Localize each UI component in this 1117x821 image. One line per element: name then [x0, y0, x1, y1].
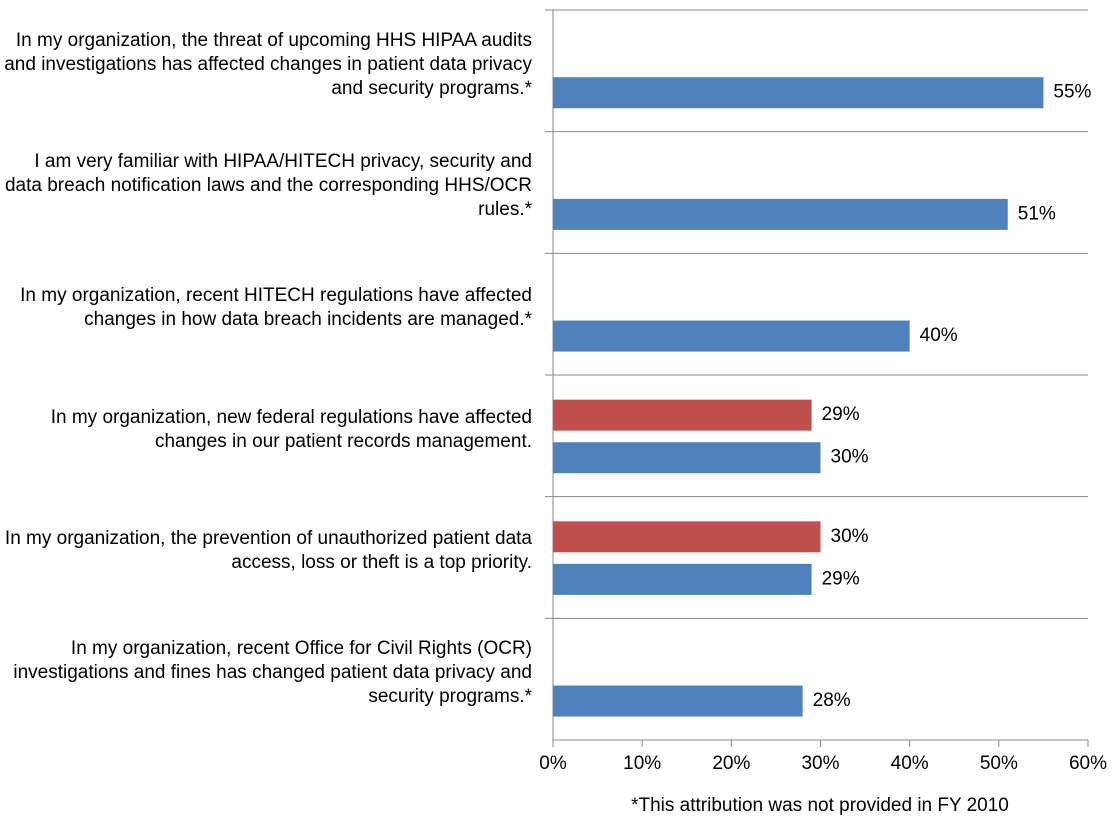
category-label: In my organization, the prevention of un…	[4, 528, 532, 574]
data-label: 30%	[831, 447, 869, 468]
data-label: 30%	[831, 526, 869, 547]
bar	[553, 77, 1044, 109]
category-label: In my organization, recent Office for Ci…	[13, 638, 532, 708]
x-tick-label: 40%	[891, 753, 929, 774]
bar	[553, 198, 1008, 230]
data-label: 28%	[813, 690, 851, 711]
category-label: In my organization, recent HITECH regula…	[20, 285, 532, 331]
category-label: In my organization, new federal regulati…	[50, 406, 532, 452]
x-axis-label: *This attribution was not provided in FY…	[631, 795, 1009, 816]
bar	[553, 685, 803, 717]
data-label: 29%	[822, 568, 860, 589]
x-tick-label: 10%	[623, 753, 661, 774]
x-tick-label: 20%	[712, 753, 750, 774]
data-label: 40%	[920, 325, 958, 346]
bar	[553, 521, 821, 553]
data-label: 29%	[822, 404, 860, 425]
bar	[553, 442, 821, 474]
x-tick-label: 60%	[1069, 753, 1107, 774]
x-tick-label: 0%	[539, 753, 567, 774]
bar	[553, 563, 812, 595]
bar	[553, 320, 910, 352]
bar	[553, 399, 812, 431]
x-tick-label: 50%	[980, 753, 1018, 774]
data-label: 51%	[1018, 203, 1056, 224]
category-label: In my organization, the threat of upcomi…	[4, 29, 532, 99]
category-label: I am very familiar with HIPAA/HITECH pri…	[4, 151, 532, 221]
data-label: 55%	[1053, 82, 1091, 103]
x-tick-label: 30%	[801, 753, 839, 774]
